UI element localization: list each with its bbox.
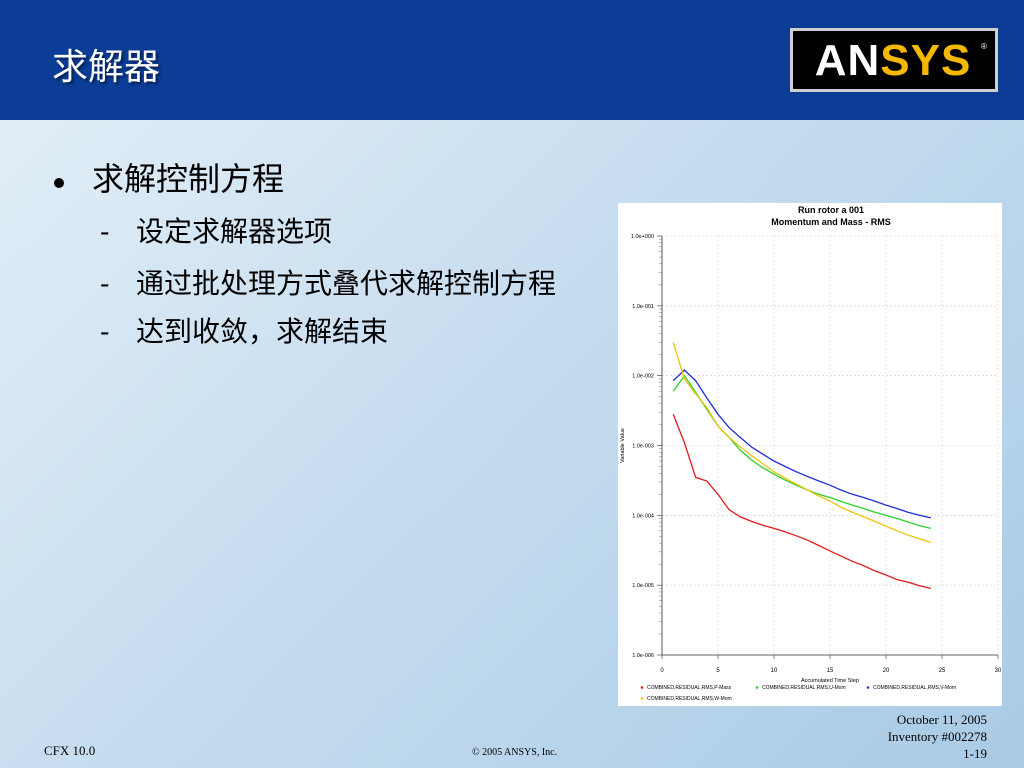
slide-inventory: Inventory #002278 bbox=[887, 729, 987, 744]
y-axis-label: Variable Value bbox=[620, 428, 626, 463]
bullet-dot-icon bbox=[54, 178, 64, 188]
slide-info: October 11, 2005 Inventory #002278 1-19 bbox=[888, 711, 987, 762]
series-line bbox=[672, 369, 931, 519]
sub-item-text: 通过批处理方式叠代求解控制方程 bbox=[136, 267, 557, 300]
sub-item-text: 设定求解器选项 bbox=[136, 215, 333, 248]
chart-title: Run rotor a 001 bbox=[798, 205, 864, 215]
sub-item-dash: - bbox=[100, 267, 110, 300]
header-bar: 求解器 ANSYS ® bbox=[0, 0, 1024, 120]
y-tick-label: 1.0e-006 bbox=[632, 653, 654, 659]
x-tick-label: 15 bbox=[827, 668, 834, 674]
y-tick-label: 1.0e-003 bbox=[632, 444, 654, 450]
y-tick-label: 1.0e-002 bbox=[632, 374, 654, 380]
x-tick-label: 30 bbox=[995, 668, 1002, 674]
legend-entry: COMBINED,RESIDUAL,RMS,V-Mom bbox=[873, 685, 956, 691]
legend-entry: COMBINED,RESIDUAL,RMS,P-Mass bbox=[647, 685, 732, 691]
svg-text:ANSYS: ANSYS bbox=[815, 36, 972, 85]
series-line bbox=[672, 342, 931, 544]
residual-chart-svg: Run rotor a 001 Momentum and Mass - RMS 1.… bbox=[620, 205, 1002, 702]
legend-entry: COMBINED,RESIDUAL,RMS,W-Mom bbox=[647, 696, 732, 702]
legend-marker-icon bbox=[866, 686, 870, 689]
sub-item-text: 达到收敛，求解结束 bbox=[136, 315, 389, 348]
slide-date: October 11, 2005 bbox=[896, 712, 987, 727]
series-line bbox=[672, 374, 931, 530]
x-tick-label: 5 bbox=[716, 668, 720, 674]
legend-marker-icon bbox=[640, 686, 644, 689]
y-tick-label: 1.0e+000 bbox=[631, 234, 654, 240]
x-tick-label: 0 bbox=[660, 668, 664, 674]
sub-item-dash: - bbox=[100, 215, 110, 248]
page-title: 求解器 bbox=[52, 47, 161, 88]
ansys-logo: ANSYS ® bbox=[790, 28, 998, 92]
legend-entry: COMBINED,RESIDUAL,RMS,U-Mom bbox=[762, 685, 846, 691]
x-axis-label: Accumulated Time Step bbox=[801, 678, 859, 684]
slide-page-number: 1-19 bbox=[963, 746, 987, 761]
svg-text:®: ® bbox=[981, 42, 987, 51]
y-tick-label: 1.0e-004 bbox=[632, 513, 654, 519]
y-tick-label: 1.0e-005 bbox=[632, 583, 654, 589]
series-line bbox=[672, 414, 931, 590]
product-version: CFX 10.0 bbox=[44, 743, 96, 758]
sub-item: - 达到收敛，求解结束 bbox=[100, 310, 388, 350]
sub-item: - 设定求解器选项 bbox=[100, 210, 332, 250]
main-bullet-text: 求解控制方程 bbox=[92, 160, 285, 198]
x-tick-label: 10 bbox=[771, 668, 778, 674]
residual-chart: Run rotor a 001 Momentum and Mass - RMS 1.… bbox=[618, 203, 1002, 706]
x-tick-label: 20 bbox=[883, 668, 890, 674]
legend-marker-icon bbox=[755, 686, 759, 689]
x-tick-label: 25 bbox=[939, 668, 946, 674]
legend-marker-icon bbox=[640, 697, 644, 700]
copyright-text: © 2005 ANSYS, Inc. bbox=[472, 747, 558, 758]
chart-subtitle: Momentum and Mass - RMS bbox=[771, 217, 891, 227]
sub-item: - 通过批处理方式叠代求解控制方程 bbox=[100, 262, 556, 302]
y-tick-label: 1.0e-001 bbox=[632, 304, 654, 310]
sub-item-dash: - bbox=[100, 315, 110, 348]
